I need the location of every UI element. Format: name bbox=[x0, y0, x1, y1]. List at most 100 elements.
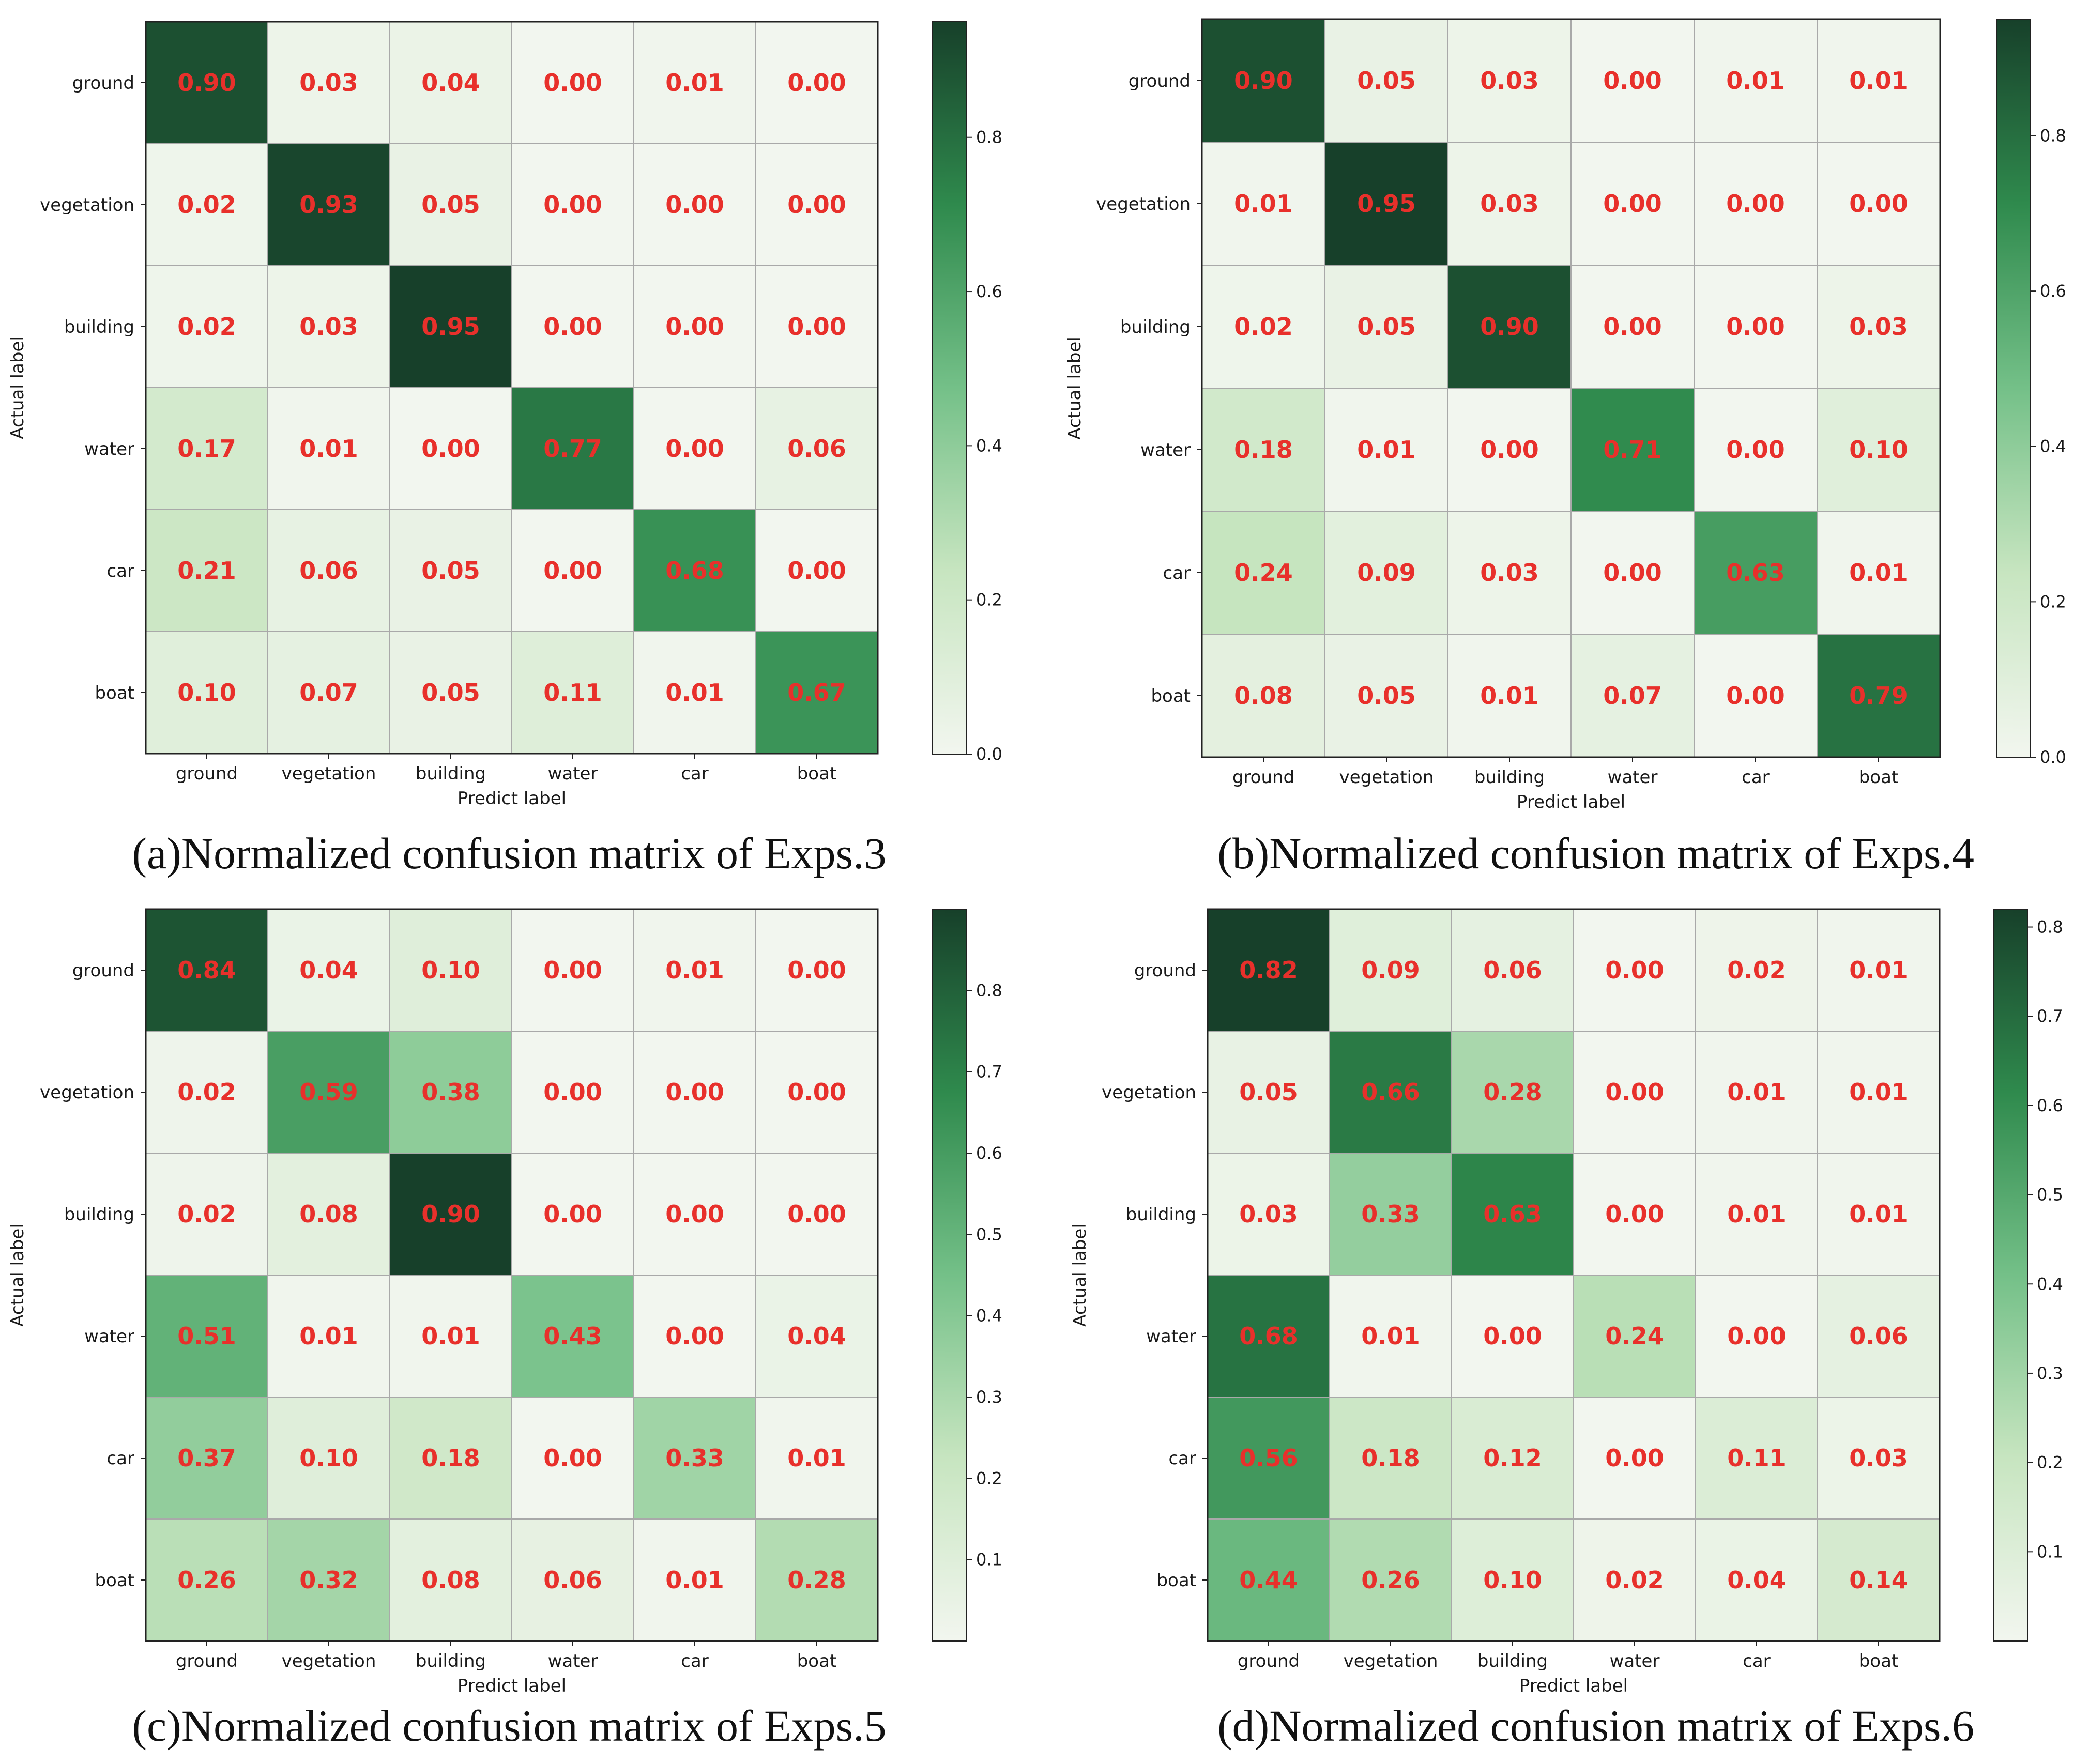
cell-value-label: 0.05 bbox=[421, 557, 480, 585]
cell-value-label: 0.00 bbox=[421, 435, 480, 463]
matrix-cell bbox=[267, 21, 390, 144]
cell-value-label: 0.68 bbox=[665, 557, 724, 585]
cell-value-label: 0.06 bbox=[1849, 1322, 1908, 1350]
colorbar-tick-label: 0.2 bbox=[2040, 592, 2066, 611]
x-tick-label: water bbox=[1610, 1651, 1660, 1671]
matrix-cell bbox=[511, 143, 634, 266]
colorbar bbox=[1996, 19, 2031, 758]
matrix-cell bbox=[145, 265, 268, 388]
cell-value-label: 0.01 bbox=[1357, 436, 1416, 464]
cell-value-label: 0.03 bbox=[1480, 559, 1539, 587]
colorbar-tick-label: 0.3 bbox=[2037, 1363, 2063, 1383]
y-tick-label: boat bbox=[1151, 686, 1191, 707]
matrix-cell bbox=[1207, 1518, 1330, 1642]
colorbar-tick-label: 0.2 bbox=[976, 590, 1002, 610]
cell-value-label: 0.00 bbox=[1727, 1322, 1786, 1350]
x-tick-label: ground bbox=[1232, 767, 1294, 788]
cell-value-label: 0.06 bbox=[299, 557, 358, 585]
x-tick-label: vegetation bbox=[1344, 1651, 1438, 1671]
cell-value-label: 0.01 bbox=[665, 1566, 724, 1594]
cell-value-label: 0.04 bbox=[1727, 1566, 1786, 1594]
cell-value-label: 0.93 bbox=[299, 191, 358, 219]
matrix-cell bbox=[511, 1397, 634, 1520]
matrix-cell bbox=[1329, 1275, 1452, 1398]
cell-value-label: 0.00 bbox=[1726, 682, 1785, 710]
matrix-cell bbox=[1695, 1518, 1818, 1642]
matrix-cell bbox=[1324, 388, 1448, 512]
cell-value-label: 0.00 bbox=[543, 1078, 602, 1106]
cell-value-label: 0.03 bbox=[1849, 1444, 1908, 1472]
cell-value-label: 0.44 bbox=[1239, 1566, 1298, 1594]
y-axis-title: Actual label bbox=[7, 1223, 28, 1327]
matrix-cell bbox=[1201, 388, 1325, 512]
cell-value-label: 0.63 bbox=[1726, 559, 1785, 587]
y-tick-label: vegetation bbox=[40, 195, 134, 216]
matrix-cell bbox=[633, 1031, 756, 1154]
cell-value-label: 0.01 bbox=[421, 1322, 480, 1350]
cell-value-label: 0.68 bbox=[1239, 1322, 1298, 1350]
cell-value-label: 0.00 bbox=[543, 191, 602, 219]
matrix-cell bbox=[267, 909, 390, 1032]
cell-value-label: 0.90 bbox=[421, 1200, 480, 1228]
x-tick-label: water bbox=[548, 763, 598, 784]
panel-exps-4: 0.90 0.05 0.03 0.00 0.01 0.010.01 0.95 0.03 0.00… bbox=[1064, 18, 2066, 812]
cell-value-label: 0.01 bbox=[299, 1322, 358, 1350]
cell-value-label: 0.01 bbox=[1727, 1078, 1786, 1106]
y-tick-label: ground bbox=[72, 960, 134, 981]
x-tick-label: ground bbox=[1238, 1651, 1300, 1671]
cell-value-label: 0.00 bbox=[543, 1444, 602, 1472]
matrix-cell bbox=[1324, 511, 1448, 635]
colorbar-tick-label: 0.8 bbox=[2040, 126, 2066, 145]
cell-value-label: 0.90 bbox=[1480, 313, 1539, 341]
y-tick-label: building bbox=[64, 1204, 134, 1225]
matrix-cell bbox=[267, 387, 390, 510]
y-axis-title: Actual label bbox=[1064, 336, 1085, 440]
x-tick-label: car bbox=[1743, 1651, 1771, 1671]
cell-value-label: 0.00 bbox=[543, 69, 602, 97]
cell-value-label: 0.10 bbox=[1483, 1566, 1542, 1594]
y-tick-label: water bbox=[1146, 1326, 1196, 1347]
matrix-cell bbox=[633, 631, 756, 754]
matrix-cell bbox=[1570, 388, 1695, 512]
y-tick-label: boat bbox=[1156, 1570, 1196, 1591]
matrix-cell bbox=[267, 1518, 390, 1642]
cell-value-label: 0.00 bbox=[1480, 436, 1539, 464]
matrix-cell bbox=[1695, 1153, 1818, 1276]
cell-value-label: 0.09 bbox=[1361, 956, 1420, 984]
cell-value-label: 0.00 bbox=[1605, 956, 1664, 984]
cell-value-label: 0.01 bbox=[1849, 956, 1908, 984]
matrix-cell bbox=[1329, 1518, 1452, 1642]
y-tick-label: ground bbox=[72, 73, 134, 94]
matrix-cell bbox=[389, 1518, 512, 1642]
cell-value-label: 0.63 bbox=[1483, 1200, 1542, 1228]
matrix-cell bbox=[389, 387, 512, 510]
x-tick-label: water bbox=[1608, 767, 1658, 788]
caption-exps-5: (c)Normalized confusion matrix of Exps.5 bbox=[132, 1701, 886, 1751]
cell-value-label: 0.67 bbox=[787, 679, 846, 707]
cell-value-label: 0.10 bbox=[421, 956, 480, 984]
cell-value-label: 0.37 bbox=[177, 1444, 236, 1472]
cell-value-label: 0.00 bbox=[1603, 190, 1662, 218]
cell-value-label: 0.00 bbox=[543, 557, 602, 585]
cell-value-label: 0.03 bbox=[299, 313, 358, 341]
matrix-cell bbox=[1570, 634, 1695, 758]
matrix-cell bbox=[145, 509, 268, 632]
colorbar-tick-label: 0.2 bbox=[2037, 1453, 2063, 1472]
cell-value-label: 0.06 bbox=[787, 435, 846, 463]
y-tick-label: building bbox=[1120, 317, 1191, 338]
colorbar-tick-label: 0.6 bbox=[976, 282, 1002, 301]
colorbar-tick-label: 0.4 bbox=[976, 1306, 1002, 1326]
matrix-cell bbox=[1694, 388, 1818, 512]
matrix-cell bbox=[1573, 909, 1696, 1032]
matrix-cell bbox=[633, 1153, 756, 1276]
colorbar bbox=[1993, 909, 2028, 1642]
y-tick-label: car bbox=[106, 561, 134, 581]
matrix-cell bbox=[1694, 511, 1818, 635]
matrix-cell bbox=[1201, 511, 1325, 635]
cell-value-label: 0.05 bbox=[1239, 1078, 1298, 1106]
x-axis-title: Predict label bbox=[458, 788, 566, 809]
cell-value-label: 0.02 bbox=[1605, 1566, 1664, 1594]
matrix-cell bbox=[1817, 909, 1940, 1032]
matrix-cell bbox=[633, 387, 756, 510]
y-tick-label: water bbox=[84, 439, 134, 459]
